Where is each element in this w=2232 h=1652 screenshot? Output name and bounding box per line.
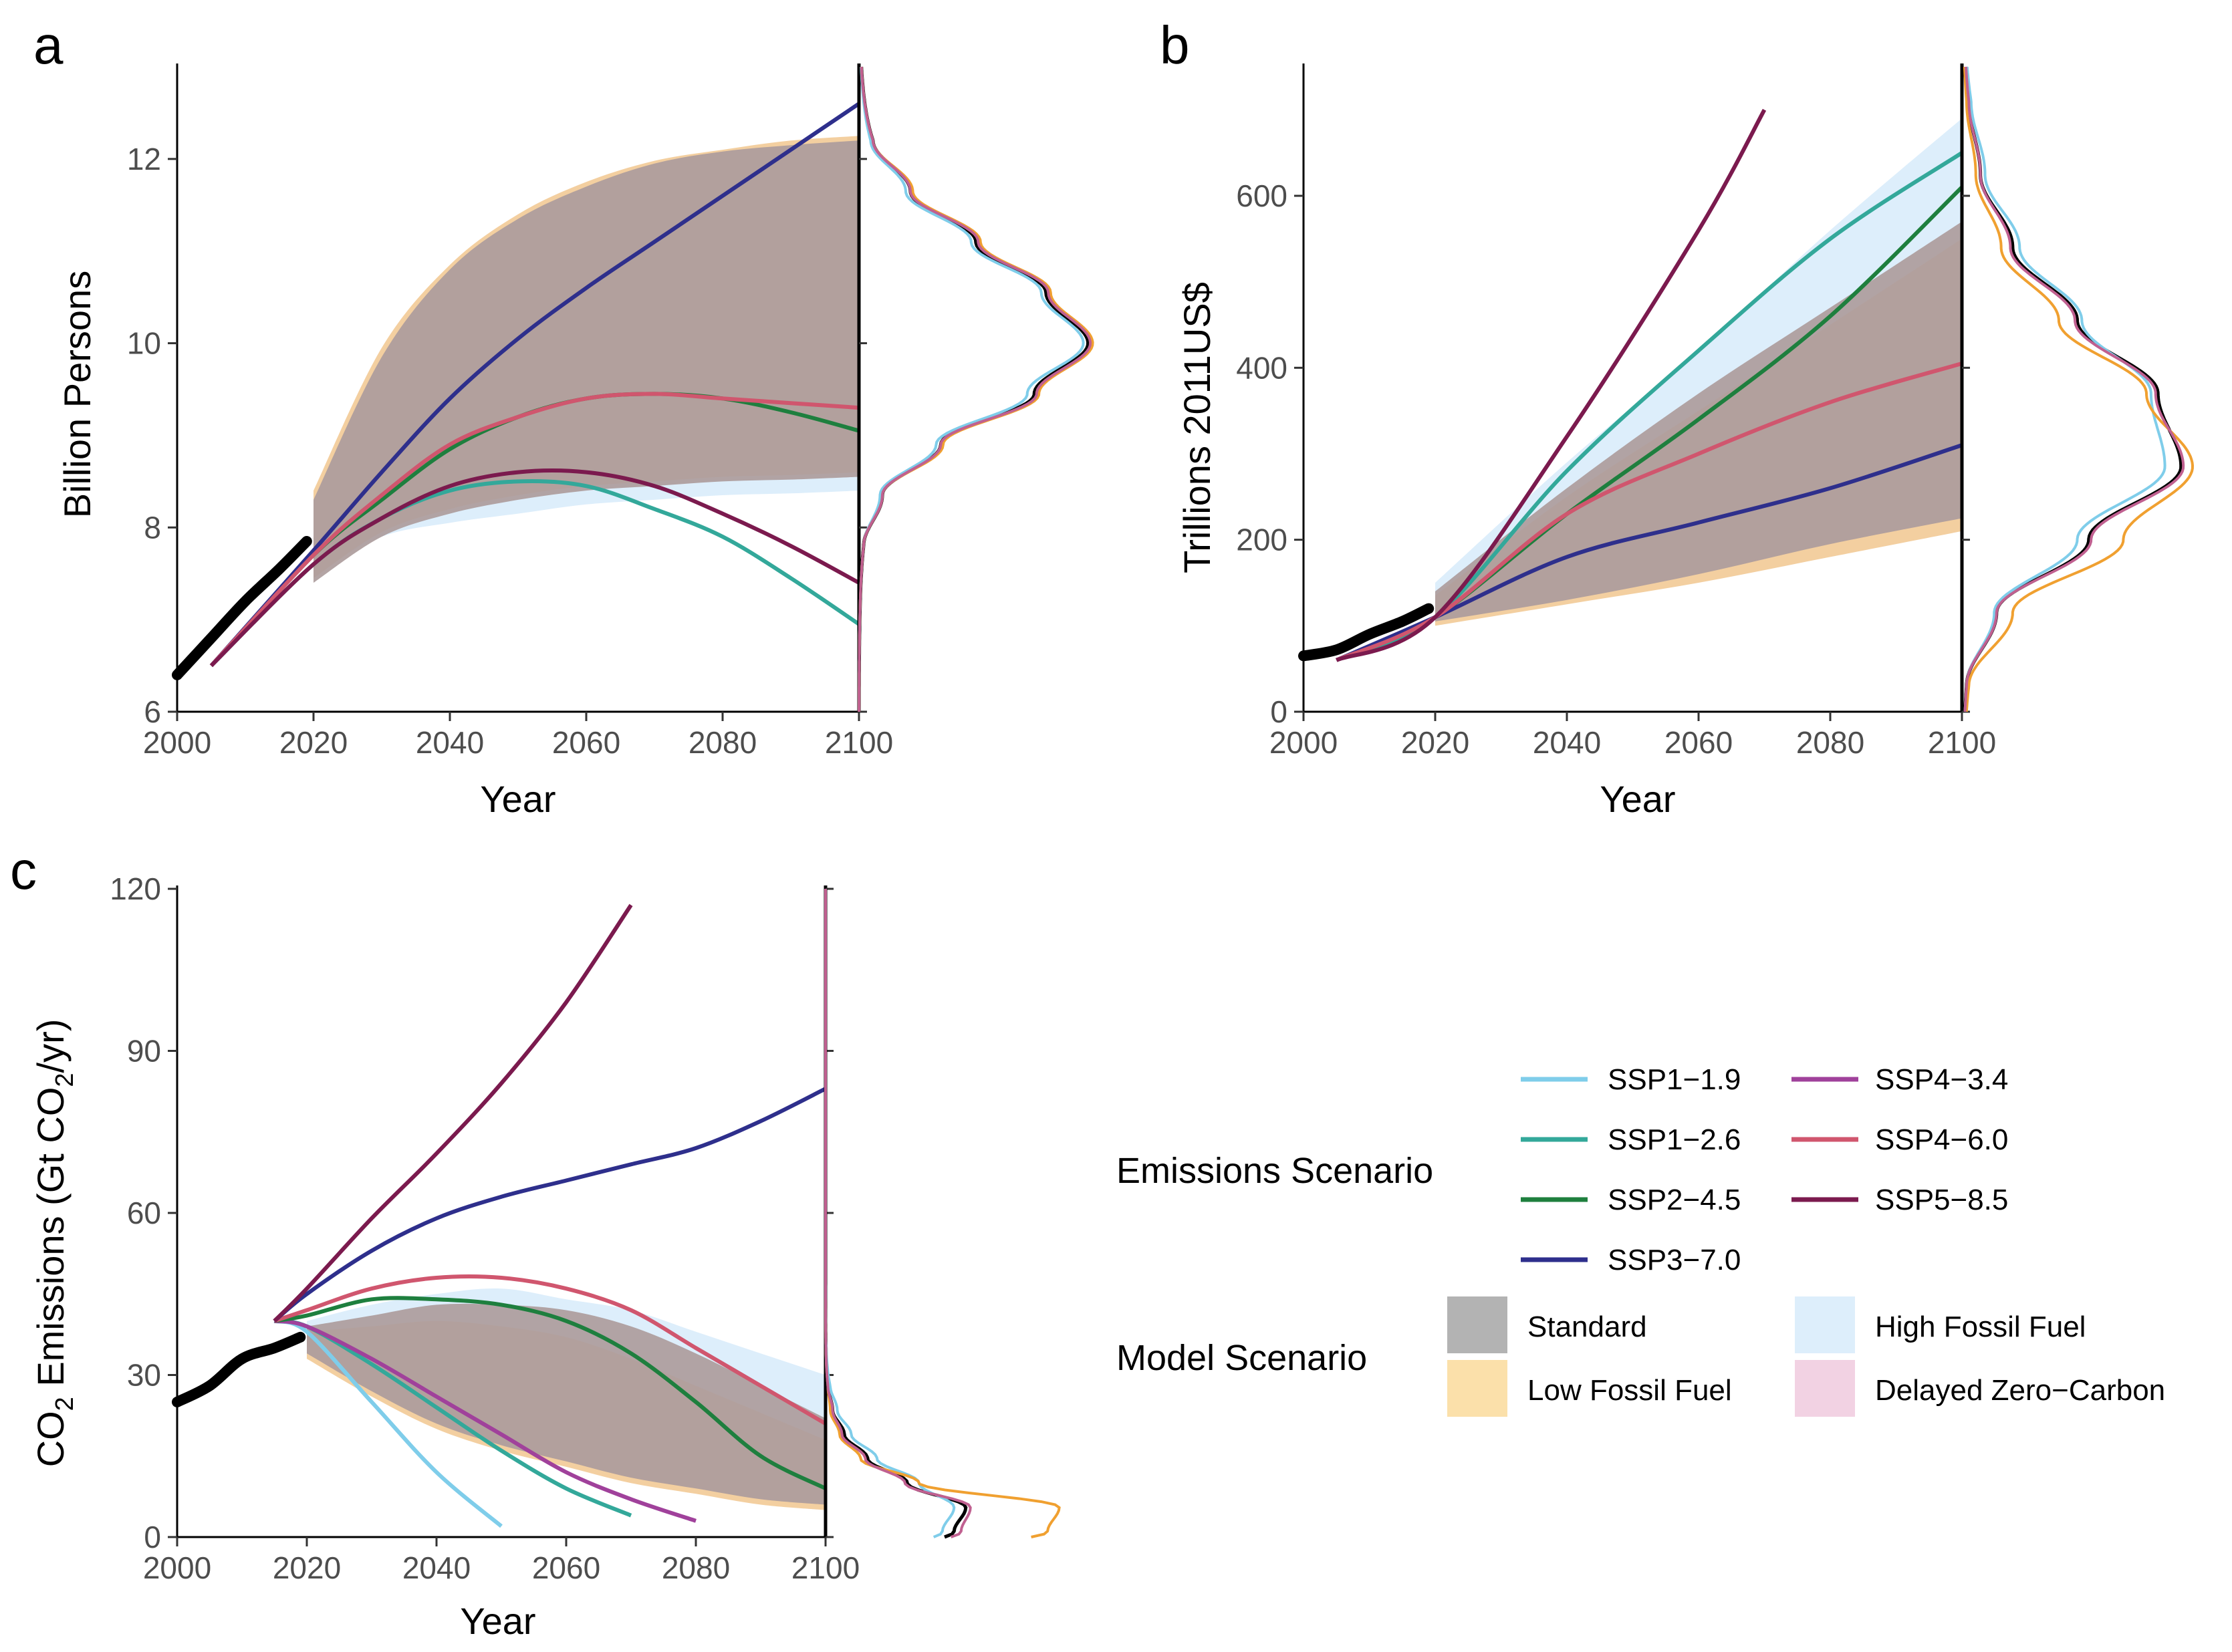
panel-a-xtick-label-5: 2100	[825, 725, 893, 760]
panel-letter-a: a	[33, 15, 64, 75]
panel-a-xtick-label-1: 2020	[279, 725, 348, 760]
panel-c-series-4	[273, 1274, 827, 1425]
panel-b-xlabel: Year	[1600, 778, 1675, 820]
legend-label-standard: Standard	[1527, 1311, 1647, 1343]
panel-a-xtick-label-2: 2040	[416, 725, 484, 760]
legend-label-low-fossil: Low Fossil Fuel	[1527, 1374, 1732, 1407]
panel-c-xtick-label-0: 2000	[143, 1550, 211, 1585]
panel-c-ytick-label-2: 60	[127, 1196, 161, 1230]
panel-c-xtick-label-3: 2060	[532, 1550, 600, 1585]
legend-label-ssp4-60: SSP4−6.0	[1875, 1123, 2008, 1156]
panel-a: 2000 2020 2040 2060 2080 2100 6 8 10 12	[127, 63, 1094, 760]
legend-label-ssp3-70: SSP3−7.0	[1608, 1244, 1741, 1276]
legend-emissions-title: Emissions Scenario	[1116, 1151, 1433, 1191]
panel-c-ytick-label-0: 0	[144, 1520, 161, 1554]
panel-a-ytick-label-0: 6	[144, 694, 161, 729]
panel-c-ytick-label-1: 30	[127, 1358, 161, 1393]
panel-b-ytick-label-3: 600	[1236, 178, 1287, 213]
panel-b-xtick-label-5: 2100	[1928, 725, 1996, 760]
panel-a-marginal-3	[858, 66, 1092, 712]
panel-b-xtick-label-2: 2040	[1533, 725, 1601, 760]
panel-b-xtick-label-4: 2080	[1796, 725, 1864, 760]
panel-b-ytick-label-1: 200	[1236, 523, 1287, 557]
panel-a-xtick-label-3: 2060	[552, 725, 620, 760]
legend-label-ssp2-45: SSP2−4.5	[1608, 1184, 1741, 1216]
panel-a-ytick-label-3: 12	[127, 142, 161, 176]
panel-a-series-4	[209, 468, 860, 668]
panel-b-xtick-label-1: 2020	[1401, 725, 1469, 760]
panel-c-band-2	[307, 1303, 826, 1505]
panel-c: 2000 2020 2040 2060 2080 2100 0 30 60 90 120	[110, 871, 1061, 1585]
legend-swatch-low-fossil	[1447, 1360, 1507, 1417]
panel-b-historical-line	[1298, 603, 1435, 662]
legend-swatch-high-fossil	[1795, 1296, 1855, 1353]
panel-c-historical-line	[172, 1331, 306, 1407]
panel-c-ylabel: CO2 Emissions (Gt CO2/yr)	[29, 1019, 79, 1468]
panel-c-ytick-label-3: 90	[127, 1034, 161, 1069]
legend-swatch-delayed	[1795, 1360, 1855, 1417]
legend-model-title: Model Scenario	[1116, 1338, 1367, 1378]
panel-a-series-3	[209, 392, 860, 668]
legend-label-ssp1-19: SSP1−1.9	[1608, 1063, 1741, 1096]
panel-c-xtick-label-1: 2020	[273, 1550, 341, 1585]
panel-a-ytick-label-2: 10	[127, 326, 161, 361]
panel-c-series-0	[273, 1319, 503, 1528]
panel-c-xtick-label-2: 2040	[402, 1550, 471, 1585]
panel-b-marginal-3	[1963, 66, 2185, 712]
panel-b-marginal-1	[1963, 66, 2166, 712]
panel-a-xtick-label-4: 2080	[689, 725, 757, 760]
legend-label-ssp1-26: SSP1−2.6	[1608, 1123, 1741, 1156]
panel-b-series-4	[1336, 108, 1767, 662]
panel-b-xtick-label-3: 2060	[1664, 725, 1733, 760]
legend-label-high-fossil: High Fossil Fuel	[1875, 1311, 2086, 1343]
panel-c-xtick-label-5: 2100	[791, 1550, 860, 1585]
panel-b-marginal-2	[1963, 66, 2195, 712]
panel-c-marginal-2	[824, 889, 1061, 1538]
panel-c-series-6	[273, 904, 633, 1323]
panel-a-historical-line	[172, 536, 312, 680]
panel-a-ytick-label-1: 8	[144, 510, 161, 545]
panel-c-xtick-label-4: 2080	[662, 1550, 730, 1585]
panel-a-xlabel: Year	[480, 778, 555, 820]
panel-b-ytick-label-2: 400	[1236, 350, 1287, 385]
panel-letter-b: b	[1160, 15, 1190, 75]
panel-b: 2000 2020 2040 2060 2080 2100 0 200 400 600	[1236, 63, 2195, 760]
panel-c-ytick-label-4: 120	[110, 871, 161, 906]
legend: Emissions Scenario Model Scenario SSP1−1…	[1116, 1063, 2165, 1417]
panel-a-marginal-2	[858, 66, 1094, 712]
panel-a-xtick-label-0: 2000	[143, 725, 211, 760]
panel-a-marginal-1	[858, 66, 1085, 712]
panel-b-xtick-label-0: 2000	[1269, 725, 1338, 760]
legend-label-delayed: Delayed Zero−Carbon	[1875, 1374, 2165, 1407]
panel-a-ylabel: Billion Persons	[56, 271, 98, 518]
panel-c-xlabel: Year	[460, 1600, 535, 1642]
panel-a-band-2	[314, 140, 859, 583]
panel-a-marginal-0	[857, 66, 1090, 712]
panel-b-ytick-label-0: 0	[1270, 694, 1287, 729]
panel-c-series-5	[273, 1087, 827, 1323]
legend-label-ssp5-85: SSP5−8.5	[1875, 1184, 2008, 1216]
legend-label-ssp4-34: SSP4−3.4	[1875, 1063, 2008, 1096]
panel-letter-c: c	[10, 841, 37, 900]
panel-b-ylabel: Trillions 2011US$	[1176, 282, 1218, 573]
panel-a-series-2	[209, 102, 860, 668]
panel-c-series-2	[274, 1319, 697, 1523]
legend-swatch-standard	[1447, 1296, 1507, 1353]
panel-c-series-3	[273, 1296, 827, 1490]
panel-c-marginal-3	[824, 889, 972, 1538]
